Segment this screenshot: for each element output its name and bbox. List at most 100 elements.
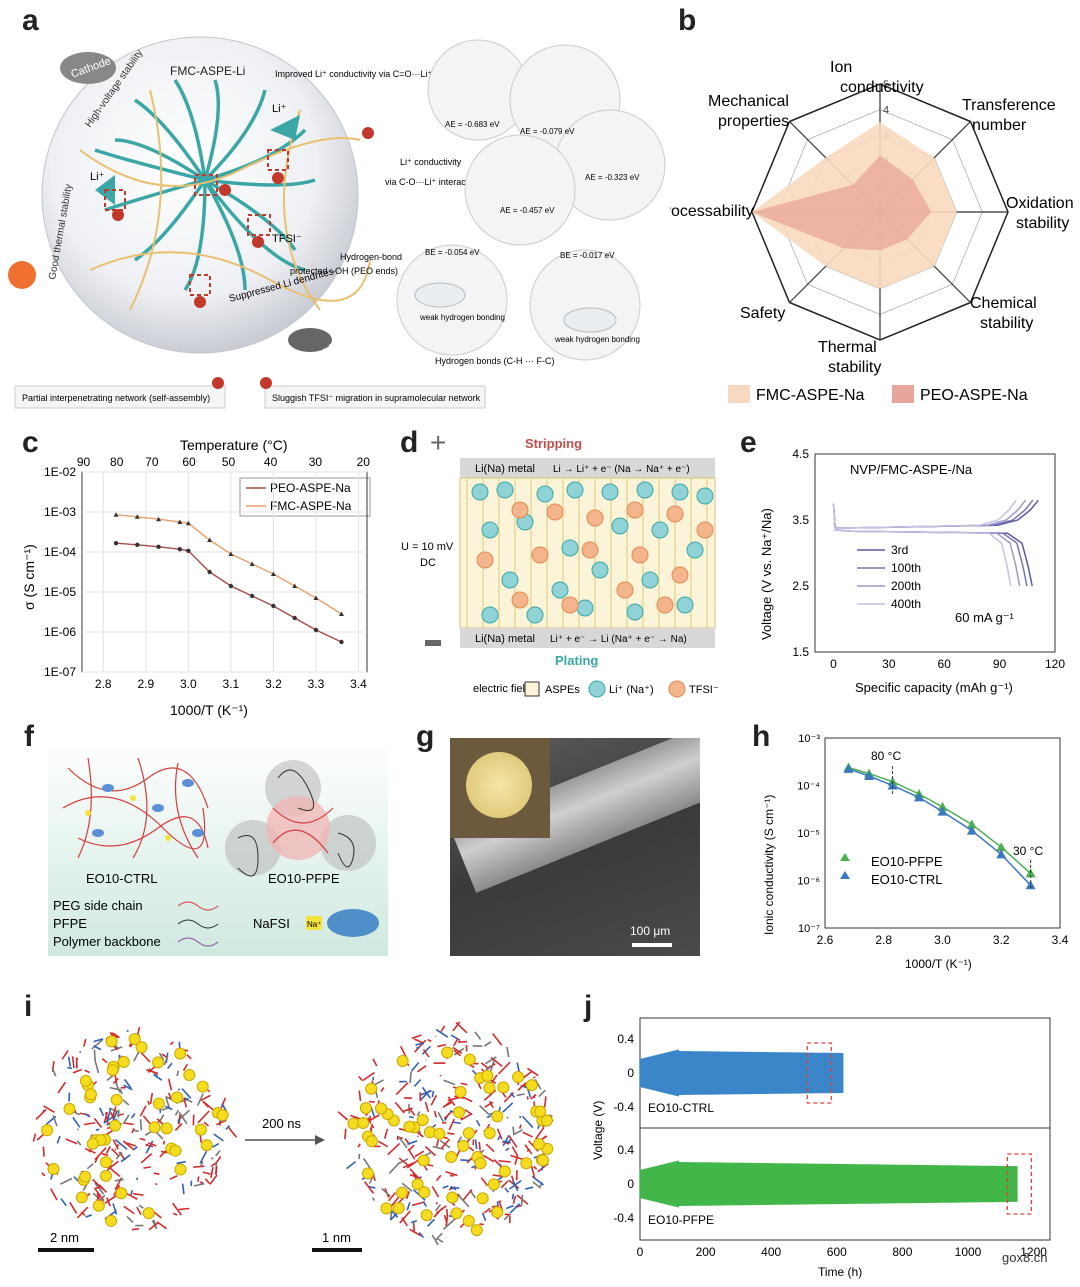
md-bond [215,1119,227,1126]
md-na-atom [445,1151,458,1164]
h-frame [824,737,1061,929]
md-bond [448,1118,455,1131]
radar-axis-label: number [972,117,1027,134]
md-bond [61,1049,69,1060]
voltage-label: U = 10 mV [401,541,454,553]
md-bond [210,1157,214,1160]
li-ion [551,581,569,599]
md-bond [59,1177,73,1185]
md-na-atom [86,1137,99,1150]
h-ytick: 10⁻⁴ [797,781,820,793]
md-bond [496,1128,503,1140]
md-bond [450,1034,461,1042]
md-bond [130,1112,136,1119]
md-bond [483,1154,495,1163]
sem-image: 100 μm [450,738,700,956]
md-bond [435,1139,440,1147]
watermark: gox8.cn [1002,1250,1048,1265]
md-bond [475,1119,481,1127]
panel-label-f: f [24,720,34,753]
md-bond [413,1079,422,1087]
dc-label: DC [420,557,436,569]
md-bond [398,1157,410,1167]
md-na-atom [392,1202,405,1215]
md-bond [153,1172,160,1176]
li-ion [636,481,654,499]
md-bond [215,1166,218,1175]
md-bond [421,1042,425,1046]
md-bond [505,1204,514,1210]
md-na-atom [457,1139,470,1152]
radar-axis-label: Processability [670,203,754,220]
md-bond [148,1221,159,1231]
md-bond [368,1185,376,1189]
md-bond [538,1089,546,1098]
md-bond [36,1133,45,1141]
md-bond [414,1038,424,1044]
c-point [271,603,276,609]
md-bond [453,1121,461,1125]
md-bond [502,1134,510,1147]
md-bond [80,1211,86,1217]
li-ion [601,483,619,501]
c-legend-peo: PEO-ASPE-Na [270,481,351,495]
md-bond [92,1178,104,1191]
md-bond [387,1142,401,1156]
md-bond [84,1113,91,1118]
be-3: BE = -0.054 eV [425,248,480,257]
md-bond [497,1135,501,1141]
fsi-molecule [327,909,379,937]
md-bond [503,1213,510,1221]
md-bond [502,1140,511,1144]
md-bond [383,1128,389,1139]
box-6 [189,274,211,296]
h-xtick: 2.8 [875,933,892,947]
md-bond [427,1038,432,1043]
md-bond [508,1135,518,1148]
e-curve-100th [832,503,1028,587]
i-arrow-label: 200 ns [262,1116,302,1131]
md-na-atom [174,1047,187,1060]
md-bond [435,1028,449,1038]
md-bond [71,1056,75,1069]
li-ion [686,541,704,559]
tfsi-ion [671,566,689,584]
h-legend-marker-ctrl [840,871,850,879]
md-bond [436,1237,444,1243]
md-bond [447,1096,460,1102]
number-badges [112,127,374,389]
md-na-atom [474,1157,487,1170]
c-point [186,548,191,553]
h-xlabel: 1000/T (K⁻¹) [905,957,972,971]
scale-label-g: 100 μm [630,924,671,938]
box-5 [247,214,271,236]
e-xlabel: Specific capacity (mAh g⁻¹) [855,680,1013,695]
e-legend-label: 400th [891,597,921,611]
minus-terminal [425,640,441,646]
h-ytick: 10⁻⁶ [797,876,820,888]
md-bond [395,1082,409,1096]
bubbles [396,39,666,361]
f-peg: PEG side chain [53,898,143,913]
md-bond [420,1090,432,1096]
md-bond [480,1062,490,1070]
h-legend-marker-pfpe [840,853,850,861]
md-bond [416,1131,424,1138]
radar-axis-label: conductivity [840,79,924,96]
md-bond [407,1140,418,1145]
li-ion [536,485,554,503]
md-bond [456,1136,463,1144]
md-bond [84,1069,90,1074]
md-bond [197,1176,200,1182]
bottom-electrode [460,628,715,648]
e-xtick: 0 [830,657,837,671]
md-bond [508,1179,520,1189]
c-ylabel: σ (S cm⁻¹) [21,544,37,610]
h-point [966,825,977,835]
md-na-atom [417,1154,430,1167]
c-point [177,519,183,524]
md-bond [548,1114,553,1118]
c-point [185,520,191,526]
md-bond [435,1174,442,1182]
panel-label-g: g [416,720,435,753]
